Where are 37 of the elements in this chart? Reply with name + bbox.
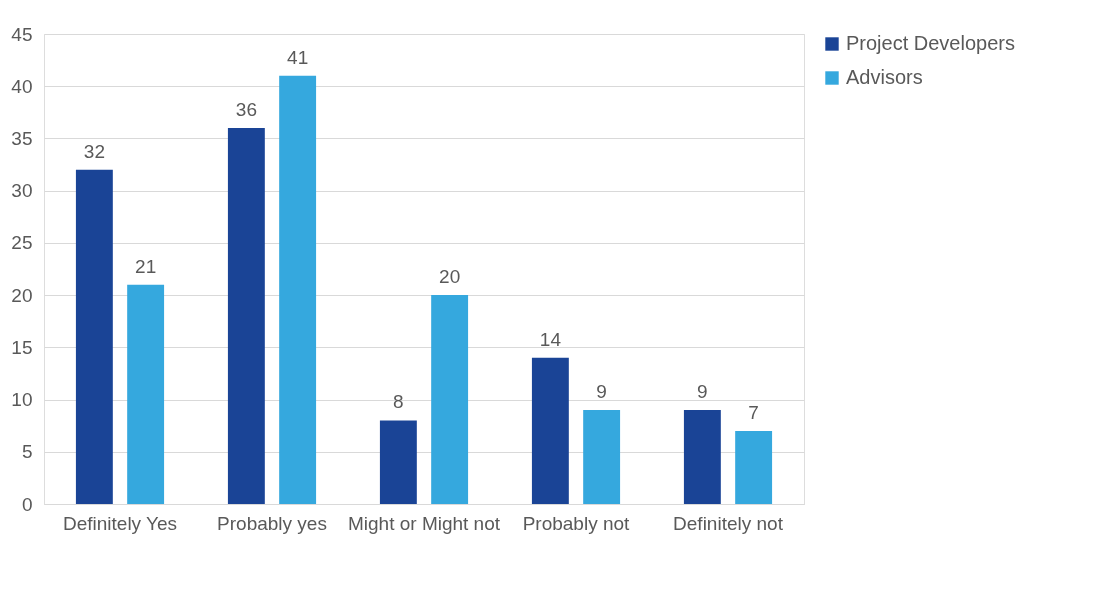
bar xyxy=(227,128,265,504)
data-label: 20 xyxy=(439,266,461,288)
legend-label: Advisors xyxy=(846,66,923,88)
bar xyxy=(583,410,621,504)
y-tick-label: 35 xyxy=(11,127,33,149)
x-tick-label: Probably yes xyxy=(217,512,327,534)
y-tick-label: 30 xyxy=(11,180,33,202)
x-tick-label: Might or Might not xyxy=(347,512,501,534)
bar xyxy=(379,420,417,504)
bar xyxy=(531,357,569,504)
data-label: 9 xyxy=(697,381,708,402)
data-label: 8 xyxy=(393,391,404,413)
data-label: 9 xyxy=(596,381,607,402)
data-label: 41 xyxy=(287,46,309,68)
bar xyxy=(75,169,113,504)
y-tick-label: 45 xyxy=(11,23,33,45)
y-tick-label: 20 xyxy=(11,284,33,306)
bar xyxy=(683,410,721,504)
x-tick-label: Probably not xyxy=(522,512,631,534)
data-label: 7 xyxy=(748,401,759,423)
data-label: 36 xyxy=(235,99,257,120)
bar xyxy=(735,430,773,504)
y-tick-label: 10 xyxy=(11,389,33,411)
x-tick-label: Definitely Yes xyxy=(62,512,178,534)
data-label: 21 xyxy=(135,255,157,277)
bar xyxy=(279,75,317,504)
y-tick-label: 15 xyxy=(11,336,33,358)
y-tick-label: 0 xyxy=(21,493,33,515)
y-tick-label: 25 xyxy=(11,232,33,254)
bar xyxy=(431,295,469,504)
y-tick-label: 40 xyxy=(11,75,33,97)
data-label: 32 xyxy=(83,140,105,162)
y-tick-label: 5 xyxy=(21,441,33,463)
legend-label: Project Developers xyxy=(846,32,1015,54)
x-tick-label: Definitely not xyxy=(673,512,784,534)
data-label: 14 xyxy=(539,328,562,350)
bar xyxy=(127,284,165,504)
